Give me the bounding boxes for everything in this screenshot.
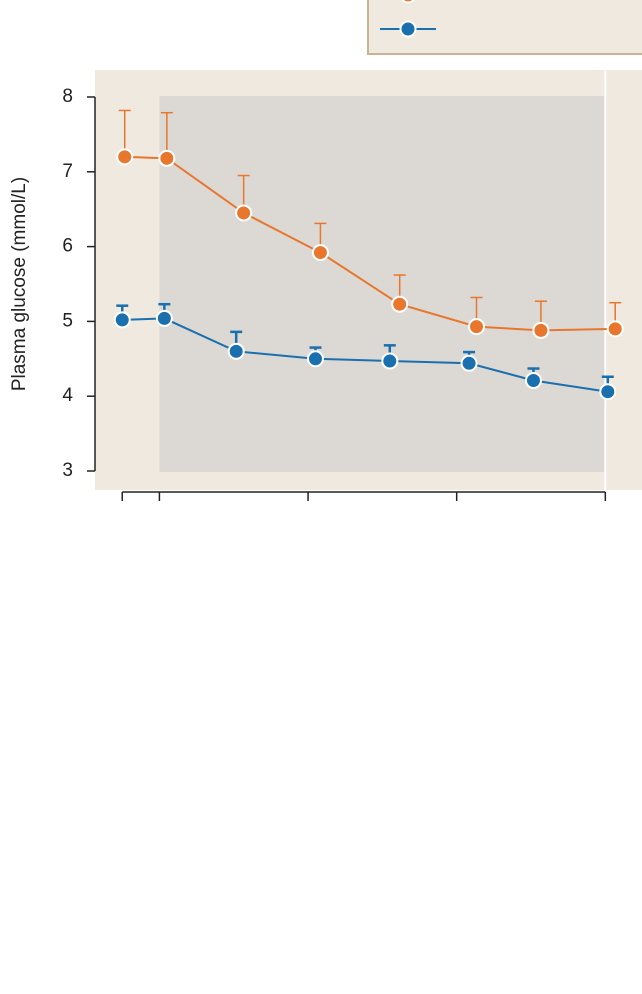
data-point — [306, 350, 324, 368]
data-point — [532, 321, 550, 339]
data-point — [311, 244, 329, 262]
data-point — [391, 295, 409, 313]
y-tick-label: 4 — [62, 385, 73, 406]
data-point — [381, 352, 399, 370]
y-tick-label: 6 — [62, 236, 73, 257]
data-point — [606, 320, 624, 338]
legend-marker — [401, 0, 415, 4]
data-point — [158, 149, 176, 167]
data-point — [524, 371, 542, 389]
y-axis-label: Plasma glucose (mmol/L) — [9, 177, 30, 391]
y-tick-label: 3 — [62, 460, 73, 481]
data-point — [460, 354, 478, 372]
data-point — [116, 148, 134, 166]
series-line — [122, 317, 608, 393]
data-point — [227, 342, 245, 360]
series-line — [124, 155, 616, 332]
legend-marker — [399, 20, 417, 38]
y-tick-label: 7 — [62, 161, 73, 182]
data-point — [599, 383, 617, 401]
data-point — [113, 311, 131, 329]
data-point — [155, 309, 173, 327]
exercise-shade — [159, 96, 606, 472]
y-tick-label: 8 — [62, 86, 73, 107]
y-tick-label: 5 — [62, 310, 73, 331]
data-point — [468, 318, 485, 336]
data-point — [235, 204, 253, 222]
